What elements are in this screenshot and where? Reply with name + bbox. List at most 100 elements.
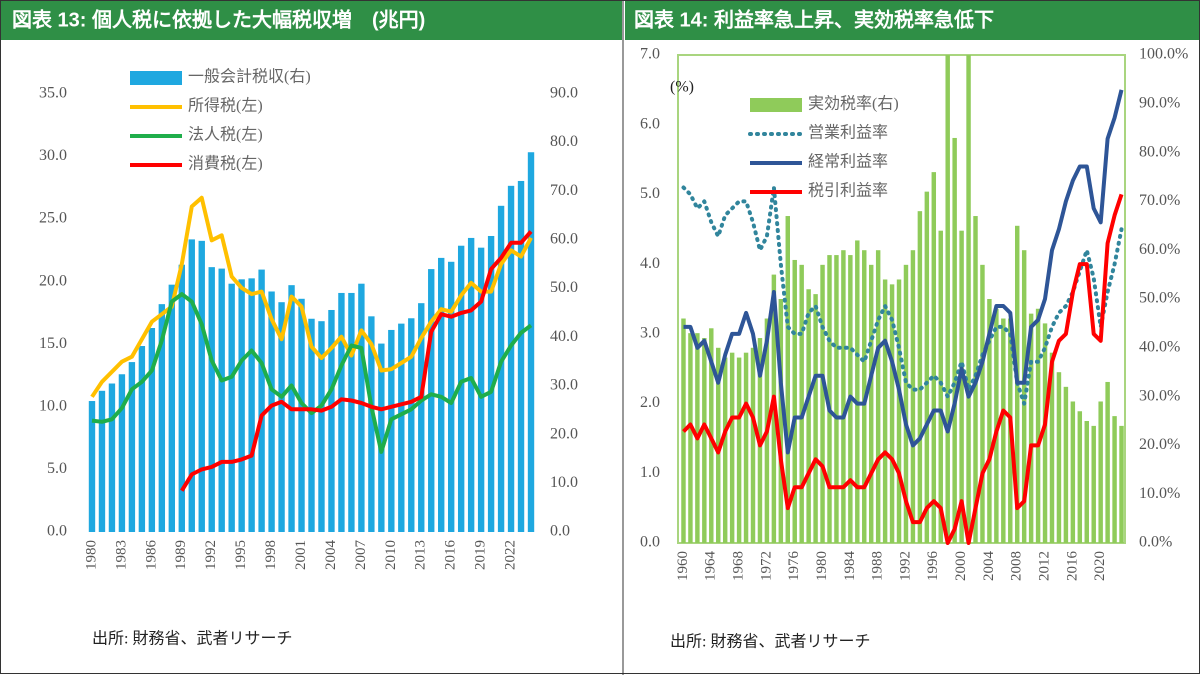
bar	[722, 357, 728, 543]
x-tick-label: 1989	[173, 540, 189, 570]
bar	[158, 304, 166, 532]
y-tick-label: 4.0	[640, 255, 660, 272]
y2-tick-label: 90.0	[550, 84, 578, 101]
bar	[507, 185, 515, 532]
x-tick-label: 2022	[502, 540, 518, 570]
line-series	[90, 195, 533, 398]
bar	[368, 316, 375, 532]
bar	[248, 278, 255, 532]
bar	[827, 255, 832, 543]
x-tick-label: 2007	[353, 540, 369, 571]
legend-label: 税引利益率	[808, 182, 888, 200]
bar	[428, 269, 435, 532]
bar	[308, 318, 315, 532]
legend-label: 経常利益率	[808, 153, 888, 171]
annotation: (%)	[670, 79, 694, 96]
y2-tick-label: 40.0%	[1139, 338, 1180, 355]
y-tick-label: 25.0	[39, 210, 67, 227]
bar	[1056, 372, 1062, 543]
bar	[896, 279, 902, 543]
y2-tick-label: 0.0	[550, 523, 570, 540]
y-tick-label: 6.0	[640, 115, 660, 132]
header-bar	[1, 1, 622, 40]
y-tick-label: 1.0	[640, 464, 660, 481]
y2-tick-label: 50.0	[550, 279, 578, 296]
line-series	[91, 292, 533, 454]
bar	[1035, 308, 1041, 543]
line-series	[180, 230, 533, 492]
x-tick-label: 1976	[786, 551, 802, 582]
bar	[938, 230, 943, 543]
bar	[1049, 352, 1055, 543]
bar	[820, 264, 825, 543]
bar	[148, 328, 156, 532]
chart-title: 図表 14: 利益率急上昇、実効税率急低下	[634, 7, 994, 31]
bar	[1084, 421, 1089, 543]
x-tick-label: 2020	[1092, 551, 1108, 581]
y-tick-label: 20.0	[39, 272, 67, 289]
bar	[178, 264, 185, 532]
bar	[208, 267, 215, 532]
bar	[457, 245, 465, 533]
legend-label: 消費税(左)	[188, 155, 263, 173]
y-tick-label: 3.0	[640, 325, 660, 342]
y2-tick-label: 30.0	[550, 377, 578, 394]
y-tick-label: 0.0	[47, 523, 67, 540]
bar	[1077, 411, 1083, 543]
y-tick-label: 7.0	[640, 46, 660, 63]
x-tick-label: 2004	[981, 551, 997, 582]
legend-label: 法人税(左)	[188, 126, 263, 144]
y2-tick-label: 10.0%	[1139, 485, 1180, 502]
bar	[1112, 416, 1117, 543]
bar	[318, 321, 325, 532]
plot-frame	[677, 54, 1126, 544]
bar	[447, 261, 455, 532]
y2-tick-label: 20.0	[550, 425, 578, 442]
x-tick-label: 1980	[83, 540, 99, 570]
bar	[688, 333, 693, 543]
bar	[729, 352, 735, 543]
bar	[841, 250, 846, 543]
legend-label: 所得税(左)	[188, 97, 263, 115]
x-tick-label: 1972	[758, 551, 774, 581]
bar	[917, 211, 923, 543]
x-tick-label: 1960	[675, 551, 691, 581]
bar	[778, 299, 784, 543]
bar	[398, 323, 405, 532]
bar	[1028, 313, 1034, 543]
bar	[931, 172, 937, 543]
bar	[328, 309, 335, 532]
bar	[716, 347, 721, 543]
bar	[785, 216, 790, 544]
bar	[487, 235, 495, 533]
y2-tick-label: 80.0%	[1139, 143, 1180, 160]
bar	[258, 269, 265, 532]
bar	[238, 279, 245, 532]
bar	[952, 137, 957, 543]
bar	[338, 292, 345, 532]
y2-tick-label: 20.0%	[1139, 436, 1180, 453]
x-tick-label: 2012	[1036, 551, 1052, 581]
bar	[188, 239, 195, 533]
bar	[792, 259, 797, 543]
y2-tick-label: 90.0%	[1139, 94, 1180, 111]
bar	[358, 283, 365, 532]
x-tick-label: 1983	[113, 540, 129, 570]
bar	[966, 55, 971, 543]
legend-label: 一般会計税収(右)	[188, 68, 311, 86]
bar	[1105, 381, 1110, 543]
bar	[1091, 425, 1096, 543]
bar	[910, 250, 916, 543]
y2-tick-label: 40.0	[550, 328, 578, 345]
bar	[743, 352, 749, 543]
x-tick-label: 1986	[143, 540, 159, 571]
y-tick-label: 0.0	[640, 534, 660, 551]
bar	[806, 289, 811, 543]
bar	[987, 299, 992, 543]
y2-tick-label: 80.0	[550, 133, 578, 150]
y-tick-label: 15.0	[39, 335, 67, 352]
bar	[497, 205, 505, 532]
bar	[875, 250, 881, 543]
x-tick-label: 2010	[383, 540, 399, 570]
bar	[1119, 425, 1124, 543]
